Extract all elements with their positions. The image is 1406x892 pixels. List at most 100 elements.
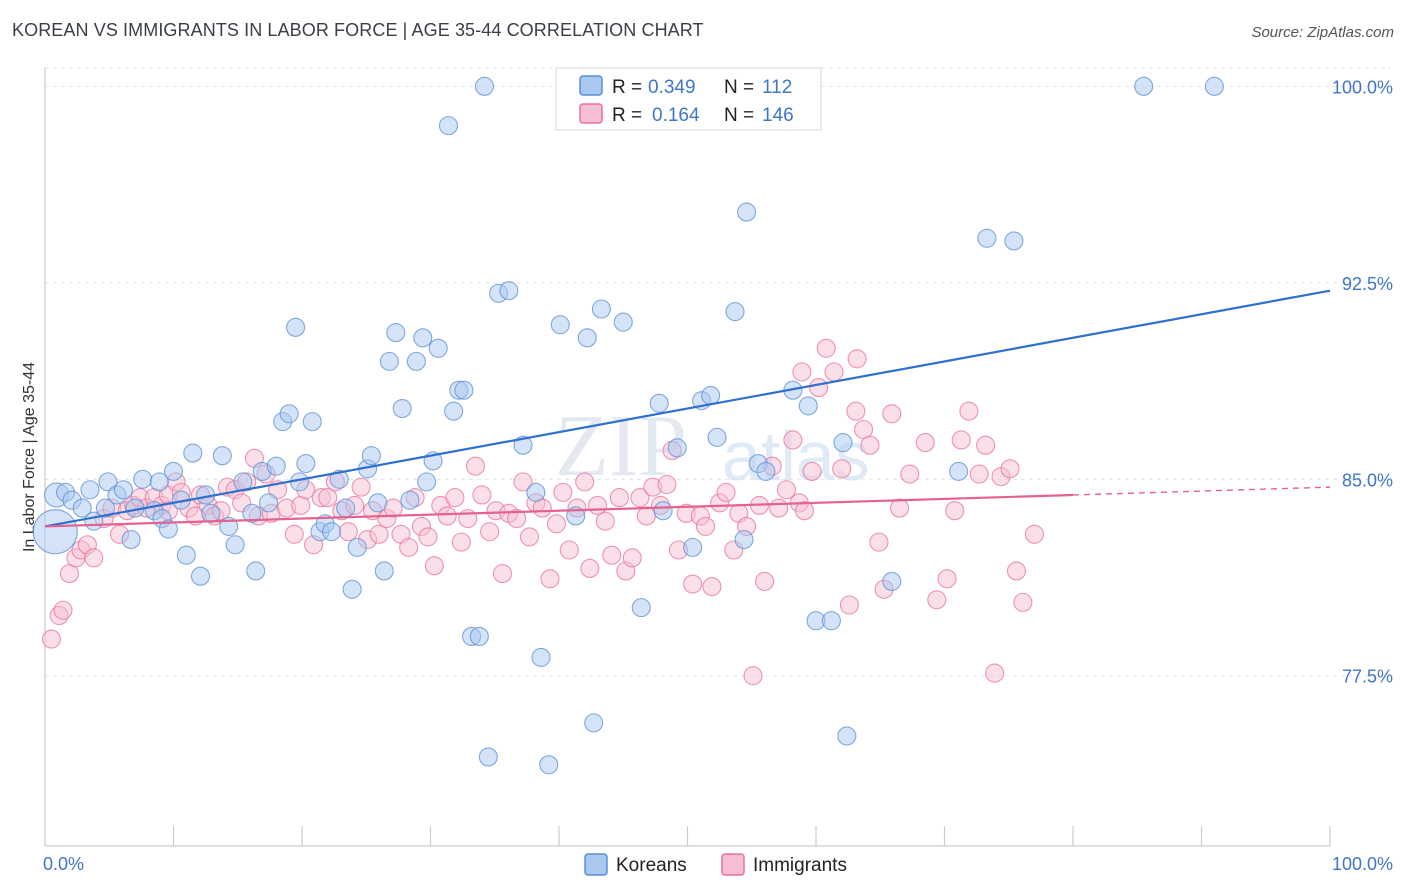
y-tick-label: 92.5% [1342,274,1393,294]
koreans-point [368,493,388,513]
koreans-point [454,380,474,400]
koreans-point [80,480,100,500]
immigrants-point [369,524,389,544]
koreans-point [701,385,721,405]
koreans-point [1204,76,1224,96]
koreans-point [444,401,464,421]
immigrants-point [595,511,615,531]
immigrants-point [792,362,812,382]
bottom-legend-label-immigrants: Immigrants [753,855,847,876]
immigrants-point [318,488,338,508]
immigrants-point [794,501,814,521]
immigrants-point [445,488,465,508]
immigrants-point [580,558,600,578]
immigrants-point [338,522,358,542]
immigrants-point [802,461,822,481]
immigrants-point [630,488,650,508]
koreans-point [428,338,448,358]
legend-n-label-koreans: N = [724,77,754,98]
legend: R = 0.349 N = 112 R = 0.164 N = 146 [555,67,822,131]
immigrants-point [755,571,775,591]
koreans-point [438,116,459,136]
immigrants-point [53,600,73,620]
immigrants-point [695,516,716,536]
immigrants-point [507,509,527,529]
immigrants-trend-line [44,493,1074,528]
koreans-point [406,351,426,371]
koreans-point [392,398,412,419]
koreans-point [149,472,169,492]
koreans-point [526,482,546,502]
legend-n-label-immigrants: N = [724,105,754,126]
bottom-legend: Koreans Immigrants [584,853,847,876]
koreans-point [737,202,757,222]
immigrants-point [84,548,104,568]
koreans-point [386,323,406,343]
legend-r-label-koreans: R = [612,77,642,98]
immigrants-point [553,482,573,502]
immigrants-point [951,430,971,450]
legend-r-value-immigrants: 0.164 [652,105,700,126]
source-label: Source: ZipAtlas.com [1251,24,1394,41]
koreans-point [725,302,745,322]
bottom-legend-label-koreans: Koreans [616,855,687,876]
koreans-point [32,509,78,555]
koreans-point [336,498,356,518]
y-tick-label: 77.5% [1342,667,1393,687]
koreans-point [121,529,141,550]
immigrants-point [519,527,539,547]
immigrants-point [769,498,789,518]
koreans-point [653,501,673,521]
koreans-point [577,328,597,348]
immigrants-point [424,556,444,576]
koreans-point [342,579,362,599]
koreans-point [734,529,754,550]
koreans-point [550,315,570,335]
koreans-point [531,647,551,667]
immigrants-point [809,378,829,398]
koreans-point [837,726,857,746]
koreans-point [259,493,279,513]
koreans-point [417,472,437,492]
koreans-point [95,498,115,518]
koreans-point [977,228,997,248]
koreans-point [266,456,286,476]
immigrants-trend-extension [1072,486,1331,496]
koreans-point [513,435,533,455]
immigrants-point [869,532,889,552]
immigrants-point [492,564,513,584]
immigrants-point [846,401,866,421]
koreans-point [1004,231,1024,251]
y-tick-labels: 77.5% 85.0% 92.5% 100.0% [1332,77,1393,686]
immigrants-point [559,540,579,560]
immigrants-point [959,401,979,421]
bottom-legend-swatch-koreans [584,853,608,876]
immigrants-point [839,595,859,615]
x-ticks [172,826,1331,846]
koreans-point [413,328,433,348]
legend-n-value-immigrants: 146 [762,105,794,126]
koreans-point [190,566,211,586]
koreans-point [201,503,221,523]
koreans-point [113,480,133,500]
koreans-point [882,571,902,591]
immigrants-point [985,663,1005,683]
axes [44,68,1330,847]
immigrants-point [480,522,500,542]
koreans-point [361,446,381,466]
immigrants-point [622,548,642,568]
koreans-point [302,412,322,432]
koreans-point [225,535,245,555]
immigrants-point [683,574,703,594]
immigrants-point [575,472,595,492]
immigrants-point [657,474,677,495]
koreans-trend-line [44,289,1331,528]
immigrants-point [945,501,965,521]
koreans-point [833,433,853,453]
immigrants-point [1006,561,1027,581]
koreans-point [347,537,367,557]
koreans-point [478,747,498,767]
immigrants-point [1013,592,1033,612]
immigrants-point [399,537,419,557]
